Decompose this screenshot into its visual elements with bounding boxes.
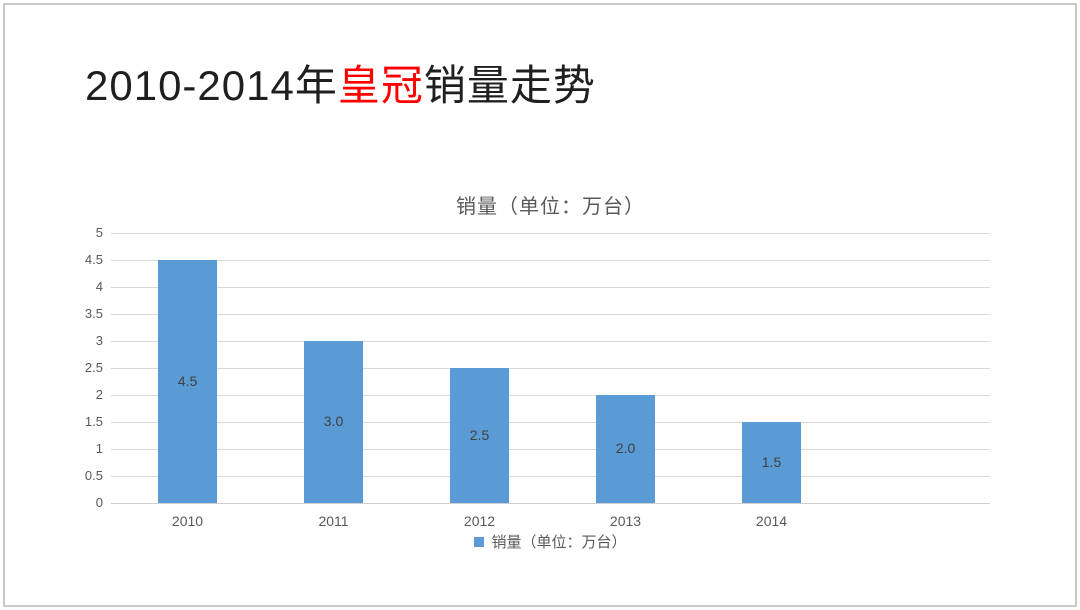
y-tick-label: 2 — [95, 387, 103, 402]
bar-value-label: 3.0 — [323, 413, 344, 429]
gridline — [111, 476, 990, 477]
gridline — [111, 422, 990, 423]
bar-2012 — [450, 368, 509, 503]
bar-2011 — [304, 341, 363, 503]
gridline — [111, 368, 990, 369]
y-tick-label: 0 — [95, 495, 103, 510]
slide-title-highlight: 皇冠 — [337, 62, 424, 109]
legend-label: 销量（单位：万台） — [491, 534, 627, 551]
chart-title: 销量（单位：万台） — [456, 196, 645, 218]
bar-value-label: 1.5 — [761, 453, 782, 470]
y-tick-label: 0.5 — [84, 468, 103, 483]
gridline — [111, 341, 990, 342]
bar-value-label: 2.0 — [615, 440, 636, 456]
bar-2013 — [596, 395, 655, 503]
x-axis-line — [111, 503, 990, 504]
bar-2014 — [742, 422, 801, 503]
y-tick-label: 5 — [95, 225, 103, 240]
bar-value-label: 2.5 — [469, 426, 490, 443]
y-tick-label: 2.5 — [84, 360, 103, 375]
gridline — [111, 314, 990, 315]
y-tick-label: 3.5 — [84, 306, 103, 321]
gridline — [111, 287, 990, 288]
legend-swatch-icon — [474, 536, 485, 547]
slide-title: 2010-2014年皇冠销量走势 — [85, 62, 596, 110]
slide-title-suffix: 销量走势 — [423, 62, 596, 109]
y-tick-label: 4.5 — [84, 252, 103, 267]
x-tick-label: 2012 — [463, 513, 496, 529]
x-tick-label: 2014 — [755, 513, 788, 529]
gridline — [111, 395, 990, 396]
x-tick-label: 2011 — [318, 513, 349, 529]
bar-2010 — [158, 260, 217, 503]
bar-value-label: 4.5 — [177, 372, 198, 389]
y-tick-label: 4 — [95, 279, 103, 294]
slide-title-prefix: 2010-2014年 — [85, 62, 338, 109]
x-tick-label: 2010 — [171, 513, 204, 529]
x-tick-label: 2013 — [609, 513, 642, 529]
y-tick-label: 3 — [95, 333, 103, 348]
gridline — [111, 449, 990, 450]
gridline — [111, 233, 990, 234]
chart-legend: 销量（单位：万台） — [111, 531, 990, 552]
y-tick-label: 1.5 — [84, 414, 103, 429]
y-tick-label: 1 — [95, 441, 103, 456]
gridline — [111, 260, 990, 261]
